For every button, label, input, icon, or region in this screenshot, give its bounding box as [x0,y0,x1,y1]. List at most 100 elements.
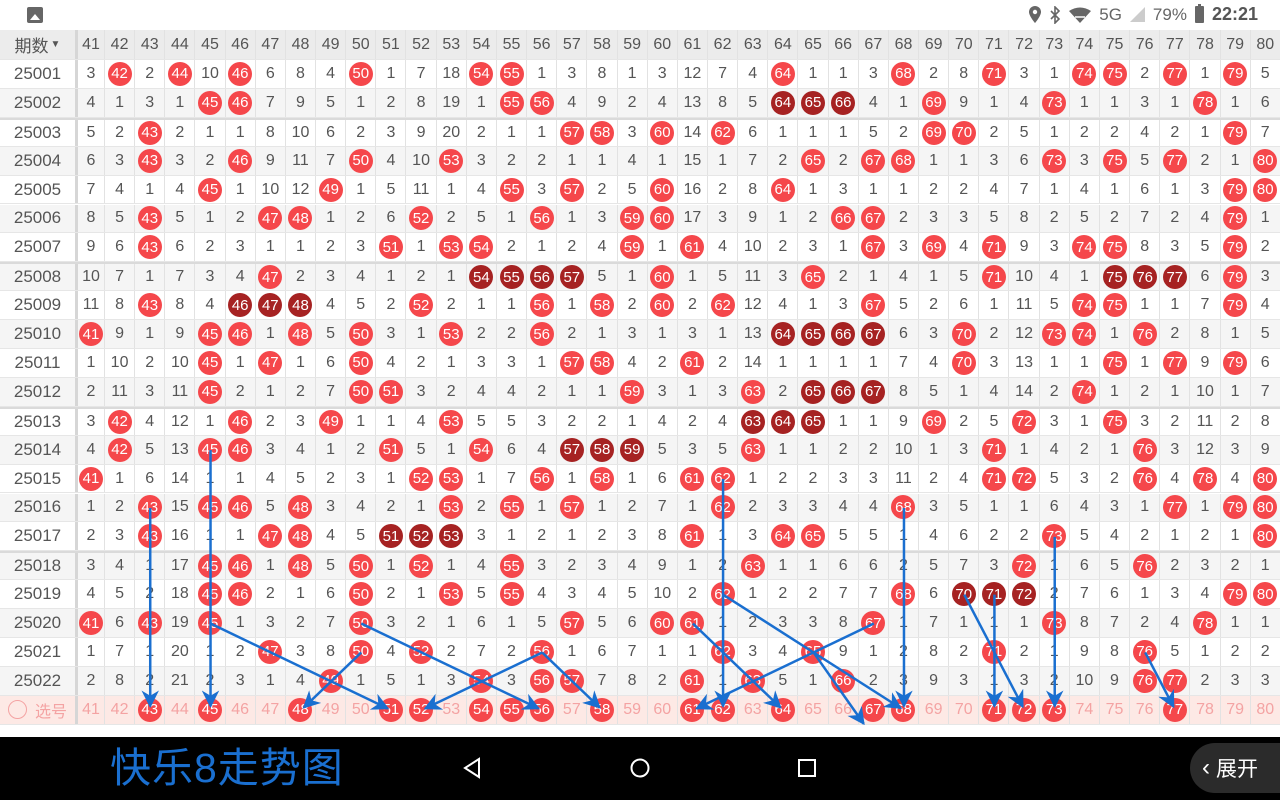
selectable-number[interactable]: 59 [618,695,648,724]
selectable-number[interactable]: 42 [105,695,136,724]
miss-count: 2 [859,666,889,695]
selectable-number[interactable]: 47 [256,695,286,724]
miss-count: 3 [678,435,708,464]
selected-ball[interactable]: 72 [1012,697,1037,722]
hit-cell: 68 [889,493,920,522]
hit-cell: 67 [859,146,889,175]
selected-number[interactable]: 51 [376,695,407,724]
selectable-number[interactable]: 80 [1251,695,1280,724]
selected-ball[interactable]: 68 [891,697,916,722]
selected-number[interactable]: 77 [1160,695,1191,724]
miss-count: 1 [527,233,558,262]
selected-ball[interactable]: 58 [589,697,614,722]
miss-count: 4 [949,233,980,262]
hit-ball: 75 [1102,61,1127,86]
selected-number[interactable]: 61 [678,695,708,724]
home-icon[interactable] [629,757,651,779]
selectable-number[interactable]: 53 [437,695,467,724]
selectable-number[interactable]: 49 [316,695,347,724]
selected-number[interactable]: 73 [1040,695,1070,724]
selected-number[interactable]: 54 [467,695,497,724]
hit-ball: 67 [861,611,886,636]
selected-number[interactable]: 62 [708,695,739,724]
hit-cell: 74 [1070,320,1100,348]
recents-icon[interactable] [798,759,816,777]
hit-ball: 71 [981,61,1006,86]
selectable-number[interactable]: 69 [919,695,950,724]
miss-count: 13 [678,88,708,117]
back-icon[interactable] [462,757,482,779]
selectable-number[interactable]: 74 [1070,695,1100,724]
hit-ball: 65 [801,524,825,549]
miss-count: 1 [708,320,739,348]
selected-ball[interactable]: 73 [1042,697,1067,722]
selected-number[interactable]: 64 [768,695,799,724]
selected-ball[interactable]: 51 [378,697,403,722]
miss-count: 3 [587,204,618,233]
selected-ball[interactable]: 62 [710,697,735,722]
miss-count: 4 [105,175,136,204]
selected-ball[interactable]: 54 [469,697,494,722]
miss-count: 4 [286,666,317,695]
miss-count: 3 [587,553,618,580]
selectable-number[interactable]: 78 [1190,695,1221,724]
miss-count: 1 [467,291,497,320]
selected-ball[interactable]: 71 [981,697,1006,722]
selected-ball[interactable]: 45 [198,697,222,722]
selected-number[interactable]: 71 [979,695,1010,724]
selected-ball[interactable]: 48 [288,697,313,722]
selected-ball[interactable]: 43 [137,697,162,722]
miss-count: 3 [889,666,920,695]
miss-count: 3 [859,60,889,88]
miss-count: 5 [1130,146,1161,175]
selectable-number[interactable]: 79 [1221,695,1251,724]
select-toggle[interactable]: 选号 [0,695,78,724]
selected-number[interactable]: 45 [195,695,226,724]
selected-ball[interactable]: 67 [861,697,886,722]
selected-number[interactable]: 68 [889,695,920,724]
radio-circle-icon[interactable] [7,700,27,720]
expand-button[interactable]: ‹ 展开 [1190,743,1280,793]
selectable-number[interactable]: 65 [798,695,829,724]
selected-number[interactable]: 72 [1010,695,1040,724]
selected-number[interactable]: 58 [587,695,618,724]
hit-cell: 65 [798,320,829,348]
selectable-number[interactable]: 66 [829,695,859,724]
miss-count: 2 [256,408,286,435]
selectable-number[interactable]: 76 [1130,695,1161,724]
selected-number[interactable]: 56 [527,695,558,724]
selectable-number[interactable]: 60 [648,695,678,724]
selectable-number[interactable]: 57 [557,695,588,724]
selected-ball[interactable]: 64 [770,697,795,722]
selectable-number[interactable]: 63 [738,695,769,724]
miss-count: 9 [648,553,678,580]
selected-number[interactable]: 52 [407,695,437,724]
selectable-number[interactable]: 50 [346,695,377,724]
issue-number: 25011 [0,349,78,377]
hit-cell: 56 [527,638,558,666]
hit-ball: 61 [680,235,705,260]
selected-number[interactable]: 67 [859,695,889,724]
miss-count: 4 [1190,204,1221,233]
selectable-number[interactable]: 70 [949,695,980,724]
selectable-number[interactable]: 44 [165,695,196,724]
selected-ball[interactable]: 55 [499,697,524,722]
hit-cell: 69 [919,88,950,117]
selected-number[interactable]: 48 [286,695,317,724]
hit-cell: 73 [1040,522,1070,551]
hit-cell: 56 [527,320,558,348]
selectable-number[interactable]: 41 [78,695,105,724]
selected-ball[interactable]: 56 [529,697,554,722]
hit-cell: 54 [467,233,497,262]
selected-number[interactable]: 55 [497,695,528,724]
selected-number[interactable]: 43 [135,695,166,724]
issue-column-header[interactable]: 期数 ▼ [0,30,78,59]
hit-ball: 67 [861,148,886,173]
selected-ball[interactable]: 52 [409,697,434,722]
selected-ball[interactable]: 61 [680,697,705,722]
selectable-number[interactable]: 46 [226,695,256,724]
selected-ball[interactable]: 77 [1162,697,1187,722]
selectable-number[interactable]: 75 [1100,695,1131,724]
hit-ball: 54 [469,61,494,86]
hit-ball: 62 [710,120,735,145]
